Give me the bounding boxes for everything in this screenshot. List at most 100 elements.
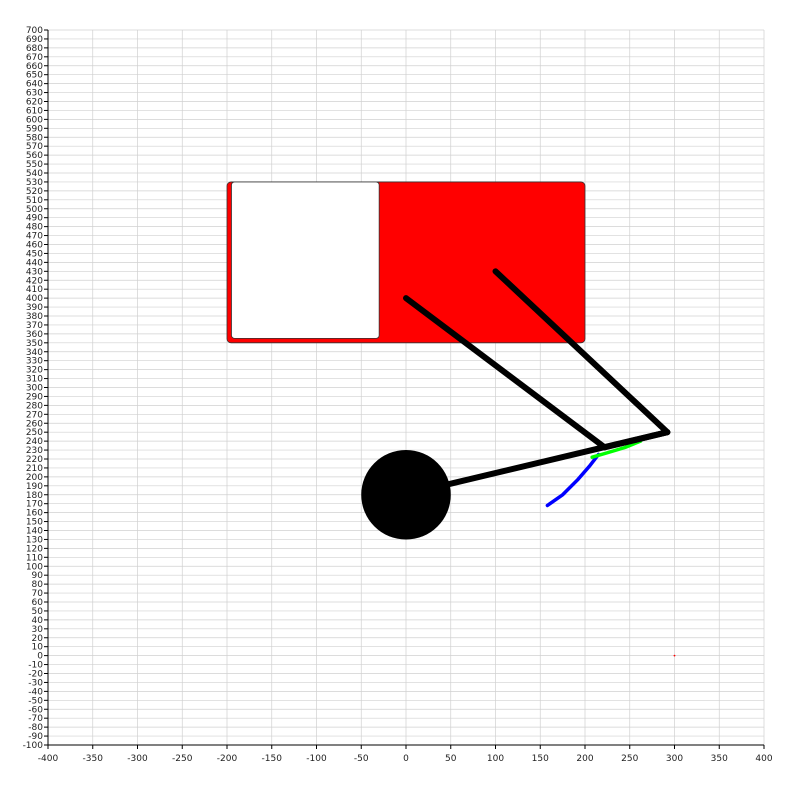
y-tick-label: 660 [26, 62, 43, 72]
y-tick-label: 650 [26, 71, 43, 81]
y-tick-label: 410 [26, 285, 43, 295]
y-tick-label: 540 [26, 169, 43, 179]
x-tick-label: 200 [576, 754, 593, 764]
y-tick-label: 700 [26, 26, 43, 36]
x-tick-label: -400 [38, 754, 59, 764]
y-tick-label: 270 [26, 410, 43, 420]
y-tick-label: 360 [26, 330, 43, 340]
y-tick-label: -20 [28, 670, 43, 680]
y-tick-label: 0 [37, 652, 43, 662]
y-tick-label: 490 [26, 214, 43, 224]
y-tick-label: 30 [32, 625, 44, 635]
x-tick-label: -300 [127, 754, 148, 764]
y-tick-label: 140 [26, 527, 43, 537]
y-tick-label: 170 [26, 500, 43, 510]
x-tick-label: 0 [403, 754, 409, 764]
y-tick-label: 310 [26, 375, 43, 385]
y-tick-label: 80 [32, 580, 44, 590]
y-tick-label: 500 [26, 205, 43, 215]
x-tick-label: 250 [621, 754, 638, 764]
y-tick-label: 350 [26, 339, 43, 349]
x-tick-label: 100 [487, 754, 504, 764]
y-tick-label: 70 [32, 589, 44, 599]
x-tick-label: -200 [217, 754, 238, 764]
arm-segment [403, 295, 608, 451]
y-tick-label: 590 [26, 124, 43, 134]
y-tick-label: 110 [26, 553, 43, 563]
x-tick-label: -150 [262, 754, 283, 764]
x-tick-label: -350 [83, 754, 104, 764]
y-tick-label: -40 [28, 687, 43, 697]
white-rectangle [231, 181, 380, 339]
plot-shapes [226, 181, 676, 657]
y-tick-label: 260 [26, 419, 43, 429]
y-tick-label: 580 [26, 133, 43, 143]
y-tick-label: -30 [28, 678, 43, 688]
y-tick-label: 670 [26, 53, 43, 63]
y-tick-label: 300 [26, 384, 43, 394]
y-tick-label: 680 [26, 44, 43, 54]
y-tick-label: 470 [26, 232, 43, 242]
y-tick-label: 600 [26, 115, 43, 125]
y-tick-label: 240 [26, 437, 43, 447]
green-curve [590, 439, 643, 459]
y-tick-label: 430 [26, 267, 43, 277]
y-tick-label: 10 [32, 643, 44, 653]
y-tick-label: 100 [26, 562, 43, 572]
y-tick-label: 390 [26, 303, 43, 313]
y-tick-label: 160 [26, 509, 43, 519]
grid-lines [47, 29, 765, 746]
y-tick-label: 610 [26, 106, 43, 116]
y-tick-label: 250 [26, 428, 43, 438]
y-tick-label: -60 [28, 705, 43, 715]
y-tick-label: -50 [28, 696, 43, 706]
y-tick-label: 480 [26, 223, 43, 233]
y-tick-label: 180 [26, 491, 43, 501]
x-tick-label: 150 [532, 754, 549, 764]
x-tick-label: 300 [666, 754, 683, 764]
y-tick-label: 510 [26, 196, 43, 206]
y-tick-label: 150 [26, 518, 43, 528]
y-tick-label: 440 [26, 258, 43, 268]
y-tick-label: 560 [26, 151, 43, 161]
y-tick-label: 330 [26, 357, 43, 367]
y-tick-label: 230 [26, 446, 43, 456]
y-tick-label: 520 [26, 187, 43, 197]
y-tick-label: 50 [32, 607, 44, 617]
y-tick-label: 340 [26, 348, 43, 358]
y-tick-label: 370 [26, 321, 43, 331]
y-tick-label: -100 [23, 741, 44, 751]
y-tick-label: 20 [32, 634, 44, 644]
y-tick-label: -90 [28, 732, 43, 742]
y-tick-label: 630 [26, 89, 43, 99]
y-tick-label: 380 [26, 312, 43, 322]
y-tick-label: 640 [26, 80, 43, 90]
y-tick-label: 620 [26, 98, 43, 108]
y-tick-label: 530 [26, 178, 43, 188]
y-tick-label: 90 [32, 571, 44, 581]
x-tick-label: 400 [755, 754, 772, 764]
y-tick-label: 320 [26, 366, 43, 376]
arm-segment [492, 268, 671, 436]
y-tick-label: 220 [26, 455, 43, 465]
y-tick-label: -10 [28, 661, 43, 671]
target-dot [673, 654, 676, 657]
y-tick-label: 460 [26, 241, 43, 251]
y-tick-label: 450 [26, 249, 43, 259]
axes-frame [44, 29, 765, 749]
blue-curve [545, 452, 601, 508]
x-tick-label: 50 [445, 754, 457, 764]
base-circle [361, 450, 451, 540]
y-tick-label: -70 [28, 714, 43, 724]
y-tick-label: 210 [26, 464, 43, 474]
arm-segment [601, 429, 671, 451]
y-tick-label: 120 [26, 544, 43, 554]
y-tick-label: 420 [26, 276, 43, 286]
x-tick-label: -50 [354, 754, 369, 764]
y-tick-label: 190 [26, 482, 43, 492]
x-tick-label: 350 [711, 754, 728, 764]
y-tick-label: 280 [26, 401, 43, 411]
y-tick-labels: -100-90-80-70-60-50-40-30-20-10010203040… [23, 26, 44, 751]
x-tick-label: -100 [306, 754, 327, 764]
